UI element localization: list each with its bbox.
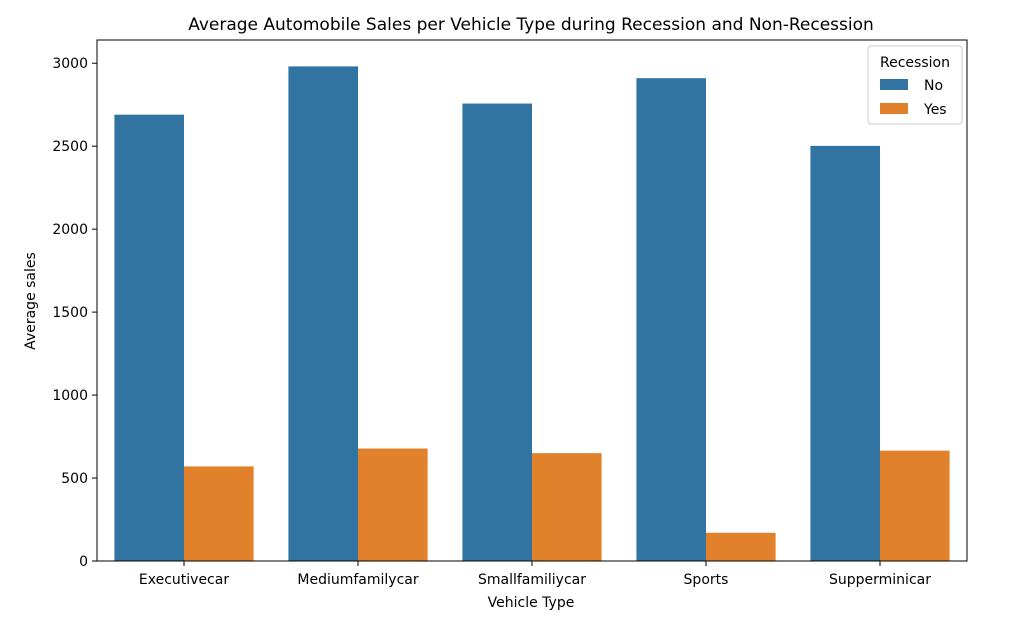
x-tick-label: Executivecar [139,572,229,588]
bar-no-mediumfamilycar [288,66,358,561]
bar-yes-smallfamiliycar [532,453,602,561]
plot-frame [96,39,968,562]
bar-no-executivecar [114,114,184,562]
x-tick-label: Sports [684,572,729,588]
legend-label-yes: Yes [923,102,947,118]
legend-swatch-yes [880,103,908,114]
legend-label-no: No [924,78,943,94]
y-tick-label: 1000 [52,388,88,404]
bar-yes-sports [706,532,776,561]
legend-swatch-no [880,79,908,90]
x-tick-label: Mediumfamilycar [297,572,418,588]
x-axis: Executivecar Mediumfamilycar Smallfamiliyc… [139,561,931,588]
bar-yes-supperminicar [880,450,950,561]
bar-no-supperminicar [810,145,880,562]
bar-no-sports [636,78,706,561]
bars-layer [114,66,950,562]
y-tick-label: 500 [61,471,88,487]
legend: Recession No Yes [867,45,963,125]
bar-no-smallfamiliycar [462,103,532,562]
y-tick-label: 1500 [52,305,88,321]
legend-title: Recession [880,55,950,71]
bar-yes-mediumfamilycar [358,448,428,561]
y-tick-label: 3000 [52,56,88,72]
x-axis-label: Vehicle Type [488,595,575,611]
y-axis-label: Average sales [23,252,39,350]
chart-title: Average Automobile Sales per Vehicle Typ… [188,15,874,35]
x-tick-label: Supperminicar [829,572,931,588]
y-axis: 0 500 1000 1500 2000 2500 3000 [52,56,97,570]
y-tick-label: 0 [79,554,88,570]
y-tick-label: 2000 [52,222,88,238]
bar-yes-executivecar [184,466,254,561]
y-tick-label: 2500 [52,139,88,155]
x-tick-label: Smallfamiliycar [478,572,586,588]
